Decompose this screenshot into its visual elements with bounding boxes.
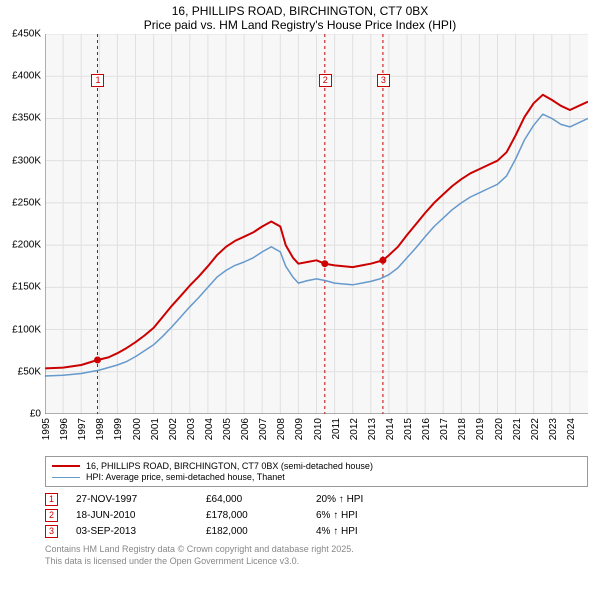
y-tick-label: £200K (12, 240, 41, 251)
y-tick-label: £400K (12, 71, 41, 82)
attribution-line2: This data is licensed under the Open Gov… (45, 556, 588, 568)
sale-date-2: 18-JUN-2010 (76, 510, 206, 521)
legend-swatch-series1 (52, 465, 80, 467)
x-tick-label: 2015 (403, 418, 414, 440)
x-tick-label: 2009 (294, 418, 305, 440)
x-tick-label: 2021 (512, 418, 523, 440)
x-tick-label: 2013 (367, 418, 378, 440)
x-tick-label: 1999 (113, 418, 124, 440)
sale-price-1: £64,000 (206, 494, 316, 505)
sale-diff-1: 20% ↑ HPI (316, 494, 363, 505)
attribution-block: Contains HM Land Registry data © Crown c… (45, 544, 588, 567)
x-tick-label: 2004 (204, 418, 215, 440)
title-address: 16, PHILLIPS ROAD, BIRCHINGTON, CT7 0BX (0, 4, 600, 18)
sales-table: 1 27-NOV-1997 £64,000 20% ↑ HPI 2 18-JUN… (45, 493, 588, 538)
y-tick-label: £250K (12, 197, 41, 208)
title-subtitle: Price paid vs. HM Land Registry's House … (0, 18, 600, 32)
x-tick-label: 2023 (548, 418, 559, 440)
x-tick-label: 2017 (439, 418, 450, 440)
legend-row-series2: HPI: Average price, semi-detached house,… (52, 472, 581, 482)
x-tick-label: 2002 (168, 418, 179, 440)
title-block: 16, PHILLIPS ROAD, BIRCHINGTON, CT7 0BX … (0, 0, 600, 34)
x-tick-label: 2005 (222, 418, 233, 440)
x-tick-label: 1998 (95, 418, 106, 440)
legend-swatch-series2 (52, 477, 80, 478)
x-tick-label: 2014 (385, 418, 396, 440)
legend-label-series2: HPI: Average price, semi-detached house,… (86, 472, 285, 482)
x-tick-label: 2012 (349, 418, 360, 440)
x-tick-label: 2006 (240, 418, 251, 440)
x-tick-label: 2018 (457, 418, 468, 440)
y-tick-label: £350K (12, 113, 41, 124)
sale-marker-on-chart: 3 (377, 74, 390, 87)
sale-diff-3: 4% ↑ HPI (316, 526, 358, 537)
legend-box: 16, PHILLIPS ROAD, BIRCHINGTON, CT7 0BX … (45, 456, 588, 487)
sale-date-3: 03-SEP-2013 (76, 526, 206, 537)
sale-price-3: £182,000 (206, 526, 316, 537)
chart-container: 16, PHILLIPS ROAD, BIRCHINGTON, CT7 0BX … (0, 0, 600, 590)
sale-marker-1: 1 (45, 493, 58, 506)
x-tick-label: 2020 (494, 418, 505, 440)
sale-marker-3: 3 (45, 525, 58, 538)
sale-marker-2: 2 (45, 509, 58, 522)
y-tick-label: £300K (12, 155, 41, 166)
x-tick-label: 2007 (258, 418, 269, 440)
legend-row-series1: 16, PHILLIPS ROAD, BIRCHINGTON, CT7 0BX … (52, 461, 581, 471)
y-tick-label: £100K (12, 324, 41, 335)
x-tick-label: 2011 (331, 418, 342, 440)
y-tick-label: £150K (12, 282, 41, 293)
x-tick-label: 2001 (150, 418, 161, 440)
sale-diff-2: 6% ↑ HPI (316, 510, 358, 521)
attribution-line1: Contains HM Land Registry data © Crown c… (45, 544, 588, 556)
sale-row-3: 3 03-SEP-2013 £182,000 4% ↑ HPI (45, 525, 588, 538)
x-tick-label: 2019 (475, 418, 486, 440)
x-tick-label: 2003 (186, 418, 197, 440)
sale-row-1: 1 27-NOV-1997 £64,000 20% ↑ HPI (45, 493, 588, 506)
x-tick-label: 2016 (421, 418, 432, 440)
legend-label-series1: 16, PHILLIPS ROAD, BIRCHINGTON, CT7 0BX … (86, 461, 373, 471)
sale-price-2: £178,000 (206, 510, 316, 521)
x-tick-label: 2022 (530, 418, 541, 440)
sale-row-2: 2 18-JUN-2010 £178,000 6% ↑ HPI (45, 509, 588, 522)
y-tick-label: £50K (18, 366, 41, 377)
x-tick-label: 1996 (59, 418, 70, 440)
sale-marker-on-chart: 2 (319, 74, 332, 87)
x-tick-label: 2000 (132, 418, 143, 440)
y-tick-label: £450K (12, 29, 41, 40)
sale-marker-on-chart: 1 (91, 74, 104, 87)
y-tick-label: £0 (30, 409, 41, 420)
x-tick-label: 1997 (77, 418, 88, 440)
x-tick-label: 2024 (566, 418, 577, 440)
sale-date-1: 27-NOV-1997 (76, 494, 206, 505)
x-tick-label: 1995 (41, 418, 52, 440)
chart-plot-area: £0£50K£100K£150K£200K£250K£300K£350K£400… (45, 34, 588, 414)
x-tick-label: 2010 (313, 418, 324, 440)
x-tick-label: 2008 (276, 418, 287, 440)
